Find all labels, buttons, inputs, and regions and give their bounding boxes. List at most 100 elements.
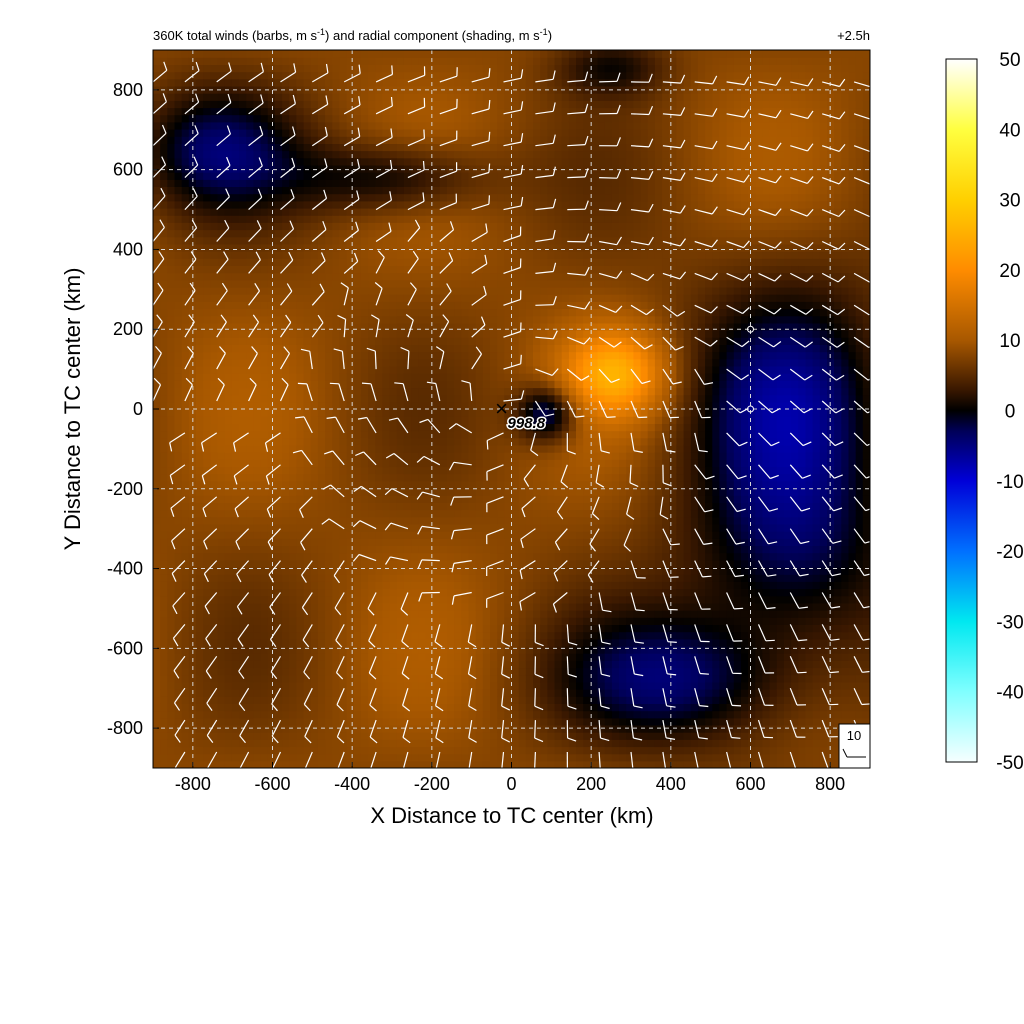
shading-cell (346, 509, 355, 518)
shading-cell (289, 416, 297, 424)
shading-cell (418, 394, 427, 403)
shading-cell (196, 624, 204, 633)
shading-cell (196, 286, 204, 295)
shading-cell (332, 179, 341, 187)
shading-cell (461, 200, 470, 209)
shading-cell (253, 114, 262, 123)
shading-cell (339, 150, 348, 159)
shading-cell (310, 538, 319, 546)
shading-cell (203, 200, 211, 209)
shading-cell (504, 760, 513, 768)
shading-cell (203, 251, 211, 259)
shading-cell (497, 466, 505, 475)
shading-cell (289, 531, 297, 539)
shading-cell (482, 638, 491, 647)
shading-cell (382, 595, 391, 604)
shading-cell (210, 574, 219, 582)
shading-cell (217, 57, 226, 65)
shading-cell (153, 574, 161, 582)
shading-cell (382, 258, 391, 266)
shading-cell (325, 64, 333, 73)
shading-cell (497, 315, 505, 324)
shading-cell (439, 696, 448, 704)
shading-cell (482, 380, 491, 389)
shading-cell (490, 760, 498, 768)
shading-cell (274, 444, 283, 453)
shading-cell (224, 294, 233, 302)
shading-cell (504, 559, 513, 568)
shading-cell (490, 674, 498, 683)
shading-cell (396, 423, 405, 432)
shading-cell (396, 387, 405, 396)
shading-cell (282, 559, 290, 568)
shading-cell (475, 365, 484, 374)
shading-cell (396, 717, 405, 726)
shading-cell (267, 452, 276, 460)
shading-cell (418, 516, 427, 525)
shading-cell (274, 638, 283, 647)
shading-cell (375, 516, 384, 525)
shading-cell (203, 143, 211, 152)
shading-cell (497, 394, 505, 403)
shading-cell (475, 631, 484, 640)
shading-cell (504, 286, 513, 295)
shading-cell (274, 509, 283, 518)
shading-cell (403, 703, 412, 712)
shading-cell (325, 272, 333, 281)
shading-cell (403, 523, 412, 532)
shading-cell (490, 308, 498, 317)
shading-cell (447, 610, 455, 618)
shading-cell (339, 509, 348, 518)
shading-cell (375, 473, 384, 482)
shading-cell (475, 172, 484, 180)
shading-cell (282, 100, 290, 109)
shading-cell (260, 717, 269, 726)
shading-cell (360, 301, 369, 310)
shading-cell (188, 645, 197, 654)
shading-cell (267, 229, 276, 238)
shading-cell (196, 495, 204, 503)
shading-cell (260, 236, 269, 245)
shading-cell (418, 64, 427, 73)
shading-cell (497, 703, 505, 712)
shading-cell (497, 724, 505, 733)
shading-cell (454, 710, 462, 719)
shading-cell (396, 193, 405, 202)
shading-cell (425, 473, 434, 482)
shading-cell (267, 157, 276, 166)
shading-cell (368, 559, 376, 568)
shading-cell (360, 667, 369, 676)
shading-cell (282, 466, 290, 475)
shading-cell (274, 358, 283, 367)
shading-cell (346, 459, 355, 468)
shading-cell (368, 358, 376, 367)
shading-cell (368, 301, 376, 310)
shading-cell (411, 322, 419, 331)
shading-cell (317, 143, 326, 152)
shading-cell (153, 645, 161, 654)
shading-cell (274, 753, 283, 762)
shading-cell (325, 552, 333, 561)
shading-cell (389, 645, 398, 654)
shading-cell (174, 222, 183, 231)
shading-cell (432, 717, 441, 726)
shading-cell (260, 100, 269, 109)
shading-cell (396, 681, 405, 690)
shading-cell (411, 236, 419, 245)
shading-cell (160, 602, 168, 611)
shading-cell (260, 222, 269, 231)
shading-cell (439, 365, 448, 374)
shading-cell (439, 459, 448, 468)
shading-cell (289, 114, 297, 123)
shading-cell (360, 495, 369, 503)
shading-cell (203, 552, 211, 561)
shading-cell (497, 760, 505, 768)
shading-cell (153, 272, 161, 281)
shading-cell (260, 401, 269, 410)
shading-cell (196, 502, 204, 511)
shading-cell (224, 502, 233, 511)
shading-cell (246, 416, 254, 424)
shading-cell (504, 480, 513, 489)
shading-cell (396, 265, 405, 274)
shading-cell (317, 710, 326, 719)
